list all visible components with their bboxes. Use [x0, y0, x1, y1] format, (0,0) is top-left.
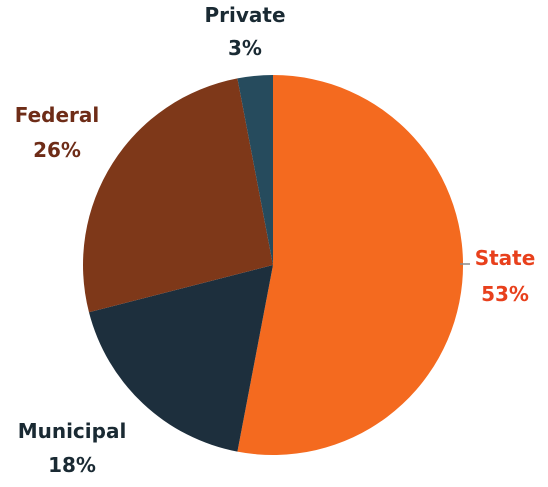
slice-label-state-value: 53%: [481, 282, 529, 306]
slice-label-federal: Federal 26%: [15, 103, 100, 162]
pie-labels: State 53% Municipal 18% Federal 26% Priv…: [15, 3, 536, 477]
slice-label-private-name: Private: [204, 3, 285, 27]
slice-label-state: State 53%: [475, 246, 536, 306]
pie-slice-municipal: [88, 265, 273, 452]
pie-slices: [83, 75, 464, 455]
slice-label-private: Private 3%: [204, 3, 285, 60]
slice-label-municipal: Municipal 18%: [18, 419, 127, 477]
pie-slice-state: [237, 75, 464, 455]
slice-label-federal-name: Federal: [15, 103, 100, 127]
pie-slice-private: [237, 75, 273, 265]
slice-label-municipal-value: 18%: [48, 453, 96, 477]
slice-label-private-value: 3%: [228, 36, 262, 60]
pie-slice-federal: [83, 78, 273, 313]
slice-label-federal-value: 26%: [33, 138, 81, 162]
slice-label-municipal-name: Municipal: [18, 419, 127, 443]
slice-label-state-name: State: [475, 246, 536, 270]
